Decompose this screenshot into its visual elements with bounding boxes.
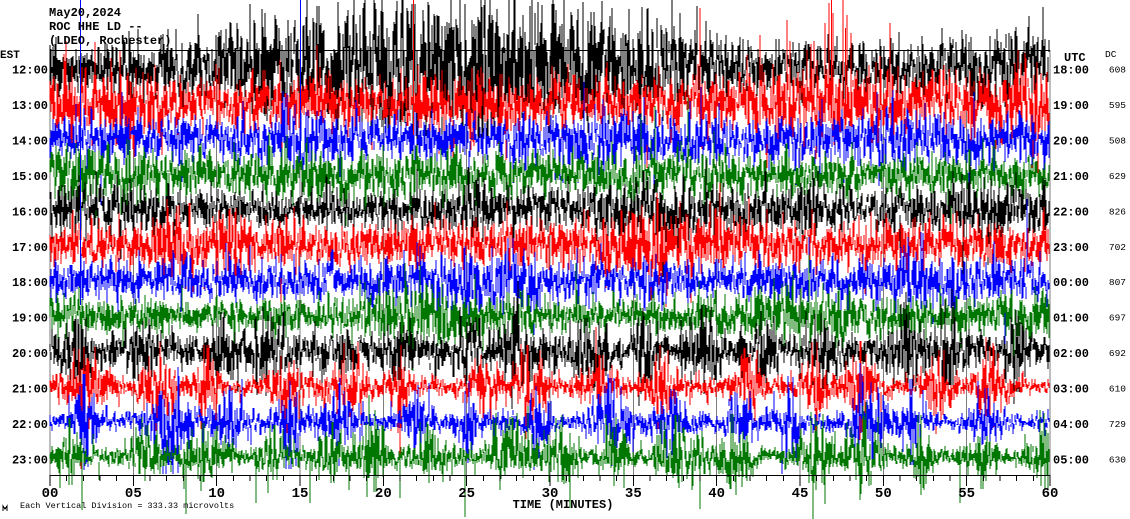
svg-text:UTC: UTC bbox=[1064, 51, 1086, 65]
svg-text:DC: DC bbox=[1105, 49, 1117, 60]
svg-text:TIME (MINUTES): TIME (MINUTES) bbox=[513, 498, 614, 512]
svg-text:23:00: 23:00 bbox=[12, 453, 48, 467]
svg-text:729: 729 bbox=[1109, 419, 1126, 430]
svg-text:05:00: 05:00 bbox=[1053, 453, 1089, 467]
svg-text:01:00: 01:00 bbox=[1053, 312, 1089, 326]
svg-text:20:00: 20:00 bbox=[12, 347, 48, 361]
svg-text:00: 00 bbox=[42, 486, 59, 502]
svg-text:692: 692 bbox=[1109, 348, 1126, 359]
svg-text:35: 35 bbox=[625, 486, 642, 502]
svg-text:826: 826 bbox=[1109, 206, 1126, 217]
svg-text:16:00: 16:00 bbox=[12, 205, 48, 219]
svg-text:18:00: 18:00 bbox=[12, 276, 48, 290]
svg-text:(LDEO, Rochester): (LDEO, Rochester) bbox=[49, 34, 171, 48]
svg-text:14:00: 14:00 bbox=[12, 135, 48, 149]
svg-text:608: 608 bbox=[1109, 65, 1126, 76]
svg-text:05: 05 bbox=[125, 486, 142, 502]
svg-text:15:00: 15:00 bbox=[12, 170, 48, 184]
svg-text:50: 50 bbox=[875, 486, 892, 502]
svg-text:25: 25 bbox=[458, 486, 475, 502]
svg-text:17:00: 17:00 bbox=[12, 241, 48, 255]
svg-text:629: 629 bbox=[1109, 171, 1126, 182]
svg-text:18:00: 18:00 bbox=[1053, 64, 1089, 78]
svg-text:23:00: 23:00 bbox=[1053, 241, 1089, 255]
svg-text:13:00: 13:00 bbox=[12, 99, 48, 113]
svg-text:15: 15 bbox=[292, 486, 309, 502]
svg-text:30: 30 bbox=[542, 486, 559, 502]
svg-text:ROC HHE LD --: ROC HHE LD -- bbox=[49, 20, 143, 34]
svg-text:10: 10 bbox=[208, 486, 225, 502]
svg-text:03:00: 03:00 bbox=[1053, 382, 1089, 396]
svg-text:55: 55 bbox=[958, 486, 975, 502]
svg-text:40: 40 bbox=[708, 486, 725, 502]
svg-text:00:00: 00:00 bbox=[1053, 276, 1089, 290]
svg-text:04:00: 04:00 bbox=[1053, 418, 1089, 432]
svg-text:02:00: 02:00 bbox=[1053, 347, 1089, 361]
svg-text:595: 595 bbox=[1109, 100, 1126, 111]
svg-text:630: 630 bbox=[1109, 454, 1126, 465]
svg-text:12:00: 12:00 bbox=[12, 64, 48, 78]
svg-text:807: 807 bbox=[1109, 277, 1126, 288]
svg-text:19:00: 19:00 bbox=[12, 312, 48, 326]
svg-text:20: 20 bbox=[375, 486, 392, 502]
svg-text:60: 60 bbox=[1042, 486, 1059, 502]
svg-text:697: 697 bbox=[1109, 313, 1126, 324]
svg-text:21:00: 21:00 bbox=[1053, 170, 1089, 184]
svg-text:21:00: 21:00 bbox=[12, 382, 48, 396]
svg-text:702: 702 bbox=[1109, 242, 1126, 253]
svg-text:19:00: 19:00 bbox=[1053, 99, 1089, 113]
svg-text:610: 610 bbox=[1109, 383, 1126, 394]
svg-text:May20,2024: May20,2024 bbox=[49, 6, 121, 20]
svg-text:45: 45 bbox=[792, 486, 809, 502]
svg-text:20:00: 20:00 bbox=[1053, 135, 1089, 149]
svg-text:EST: EST bbox=[0, 50, 20, 62]
svg-text:22:00: 22:00 bbox=[12, 418, 48, 432]
svg-text:22:00: 22:00 bbox=[1053, 205, 1089, 219]
svg-text:508: 508 bbox=[1109, 136, 1126, 147]
svg-text:Each Vertical Division = 333.: Each Vertical Division = 333.33 microvol… bbox=[20, 501, 234, 511]
